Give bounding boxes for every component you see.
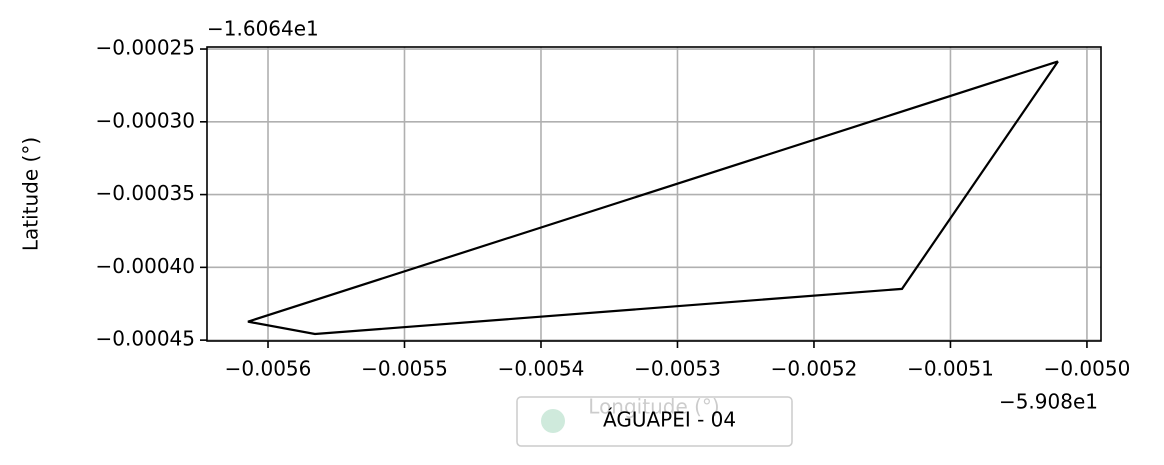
y-axis-label: Latitude (°) (19, 137, 43, 251)
x-tick-label: −0.0054 (498, 357, 585, 381)
x-tick-label: −0.0052 (771, 357, 858, 381)
x-tick-label: −0.0055 (361, 357, 448, 381)
legend-box (516, 396, 793, 447)
x-tick-label: −0.0056 (225, 357, 312, 381)
polygon-outline (247, 60, 1059, 336)
x-tick-label: −0.0051 (907, 357, 994, 381)
y-tick-label: −0.00035 (96, 181, 195, 205)
y-tick-label: −0.00045 (96, 327, 195, 351)
legend-label: ÁGUAPEI - 04 (603, 408, 736, 432)
x-offset-label: −5.908e1 (999, 390, 1098, 414)
y-tick-label: −0.00030 (96, 108, 195, 132)
plot-frame (206, 46, 1102, 342)
y-tick-label: −0.00025 (96, 36, 195, 60)
y-tick-label: −0.00040 (96, 254, 195, 278)
legend-marker (541, 409, 565, 433)
x-tick-label: −0.0050 (1044, 357, 1131, 381)
y-offset-label: −1.6064e1 (207, 17, 319, 41)
legend: ÁGUAPEI - 04 (516, 396, 793, 447)
x-tick-label: −0.0053 (634, 357, 721, 381)
